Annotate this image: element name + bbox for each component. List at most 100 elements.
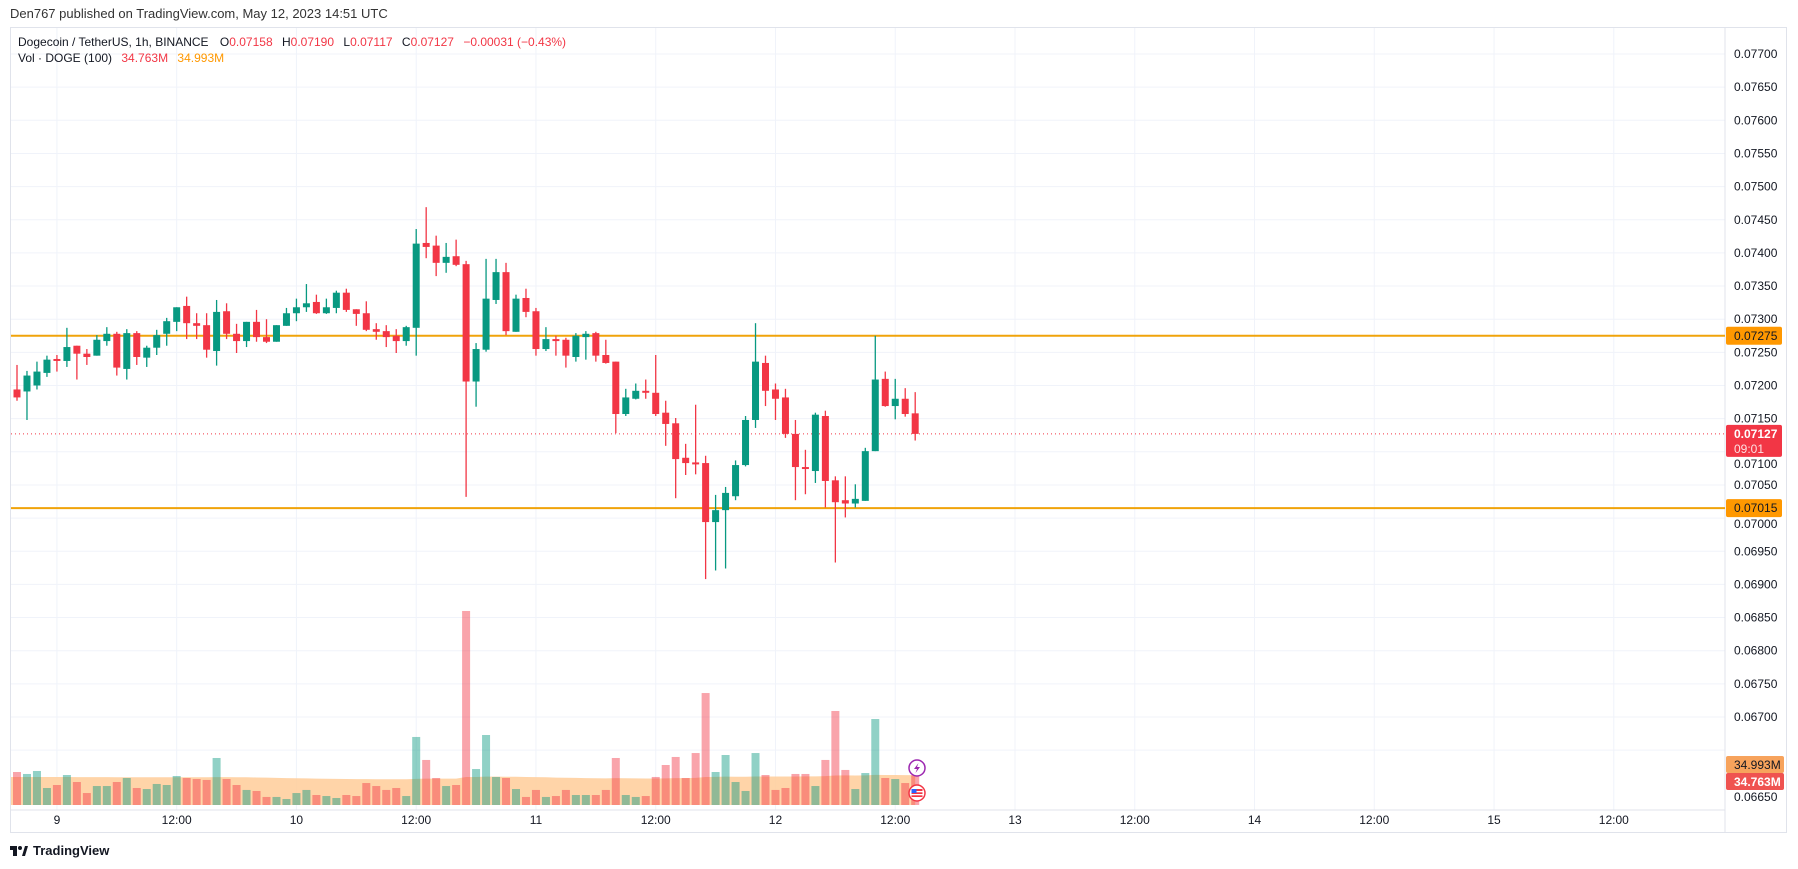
candle-body[interactable] [592,333,600,356]
candle-body[interactable] [322,307,330,314]
candle-body[interactable] [193,323,201,326]
candle-body[interactable] [253,321,261,338]
candle-body[interactable] [153,335,161,348]
candle-body[interactable] [512,298,520,332]
candle-body[interactable] [682,457,690,464]
candle-body[interactable] [562,339,570,356]
candle-body[interactable] [43,359,51,373]
candle-body[interactable] [841,500,849,504]
candle-body[interactable] [552,339,560,342]
tradingview-footer[interactable]: TradingView [10,843,109,858]
candle-body[interactable] [272,325,280,342]
candle-body[interactable] [402,327,410,342]
candle-body[interactable] [93,339,101,356]
candle-body[interactable] [33,371,41,386]
candle-body[interactable] [462,264,470,382]
lightning-icon[interactable] [908,759,926,777]
candle-body[interactable] [622,397,630,415]
candle-body[interactable] [602,355,610,363]
candle-body[interactable] [432,245,440,263]
candle-body[interactable] [312,301,320,314]
candle-body[interactable] [732,465,740,497]
candle-body[interactable] [103,333,111,342]
candle-body[interactable] [372,329,380,332]
candle-body[interactable] [702,463,710,523]
candle-body[interactable] [422,242,430,247]
candle-body[interactable] [901,398,909,415]
price-axis[interactable]: 0.07700 0.07650 0.07600 0.07550 0.07500 0.074… [1734,47,1778,804]
us-flag-icon[interactable] [908,784,926,802]
candle-body[interactable] [582,333,590,338]
candle-body[interactable] [282,313,290,326]
candle-body[interactable] [752,361,760,420]
time-axis[interactable]: 9 12:00 10 12:00 11 12:00 12 12:00 13 12:00 14 12:0… [54,813,1630,827]
candle-body[interactable] [342,292,350,310]
candle-body[interactable] [133,333,141,357]
candle-body[interactable] [861,451,869,501]
candle-body[interactable] [791,433,799,468]
candle-body[interactable] [213,311,221,352]
candle-body[interactable] [472,349,480,382]
candle-body[interactable] [73,345,81,354]
candle-body[interactable] [662,412,670,424]
candle-body[interactable] [13,389,21,398]
candle-body[interactable] [302,303,310,308]
candle-body[interactable] [412,243,420,328]
candle-body[interactable] [672,423,680,460]
candle-body[interactable] [871,379,879,452]
candle-body[interactable] [642,390,650,393]
candle-body[interactable] [392,335,400,342]
candle-body[interactable] [652,392,660,415]
candle-body[interactable] [801,467,809,470]
candle-body[interactable] [572,335,580,357]
candle-body[interactable] [352,309,360,314]
candle-body[interactable] [771,389,779,399]
candle-body[interactable] [243,321,251,342]
candle-body[interactable] [502,272,510,332]
candle-body[interactable] [113,333,121,368]
candle-body[interactable] [292,307,300,314]
candle-body[interactable] [332,292,340,308]
candle-body[interactable] [742,419,750,466]
candle-body[interactable] [762,362,769,391]
candle-body[interactable] [362,313,370,330]
candle-body[interactable] [891,398,899,407]
candle-body[interactable] [851,498,859,504]
candle-body[interactable] [532,311,540,350]
candle-body[interactable] [203,325,211,350]
candle-body[interactable] [722,492,730,511]
candle-body[interactable] [612,361,620,415]
candle-body[interactable] [23,375,31,392]
candle-body[interactable] [63,347,71,361]
candle-body[interactable] [542,339,550,350]
candle-body[interactable] [53,358,61,361]
symbol-legend[interactable]: Dogecoin / TetherUS, 1h, BINANCE O0.0715… [18,34,566,50]
candle-body[interactable] [632,390,640,399]
candle-body[interactable] [163,321,171,334]
horizontal-levels[interactable] [11,334,1725,510]
candle-body[interactable] [492,272,500,300]
candle-body[interactable] [831,480,839,503]
candle-body[interactable] [83,353,91,357]
candle-body[interactable] [263,337,270,342]
candle-body[interactable] [881,378,889,407]
candle-body[interactable] [442,256,450,263]
candle-body[interactable] [123,333,131,369]
candle-body[interactable] [522,297,530,312]
candle-body[interactable] [143,347,151,358]
candle-body[interactable] [452,256,460,265]
candle-body[interactable] [712,510,720,523]
candle-body[interactable] [821,415,829,481]
candle-body[interactable] [183,305,191,324]
volume-legend[interactable]: Vol · DOGE (100) 34.763M 34.993M [18,50,566,66]
candle-body[interactable] [223,311,231,334]
candle-body[interactable] [233,333,241,342]
candle-body[interactable] [811,414,819,472]
candle-body[interactable] [781,397,789,434]
candle-body[interactable] [692,462,700,465]
candle-body[interactable] [482,298,490,350]
candle-body[interactable] [382,331,390,338]
candle-body[interactable] [911,413,919,434]
candle-body[interactable] [173,307,181,322]
